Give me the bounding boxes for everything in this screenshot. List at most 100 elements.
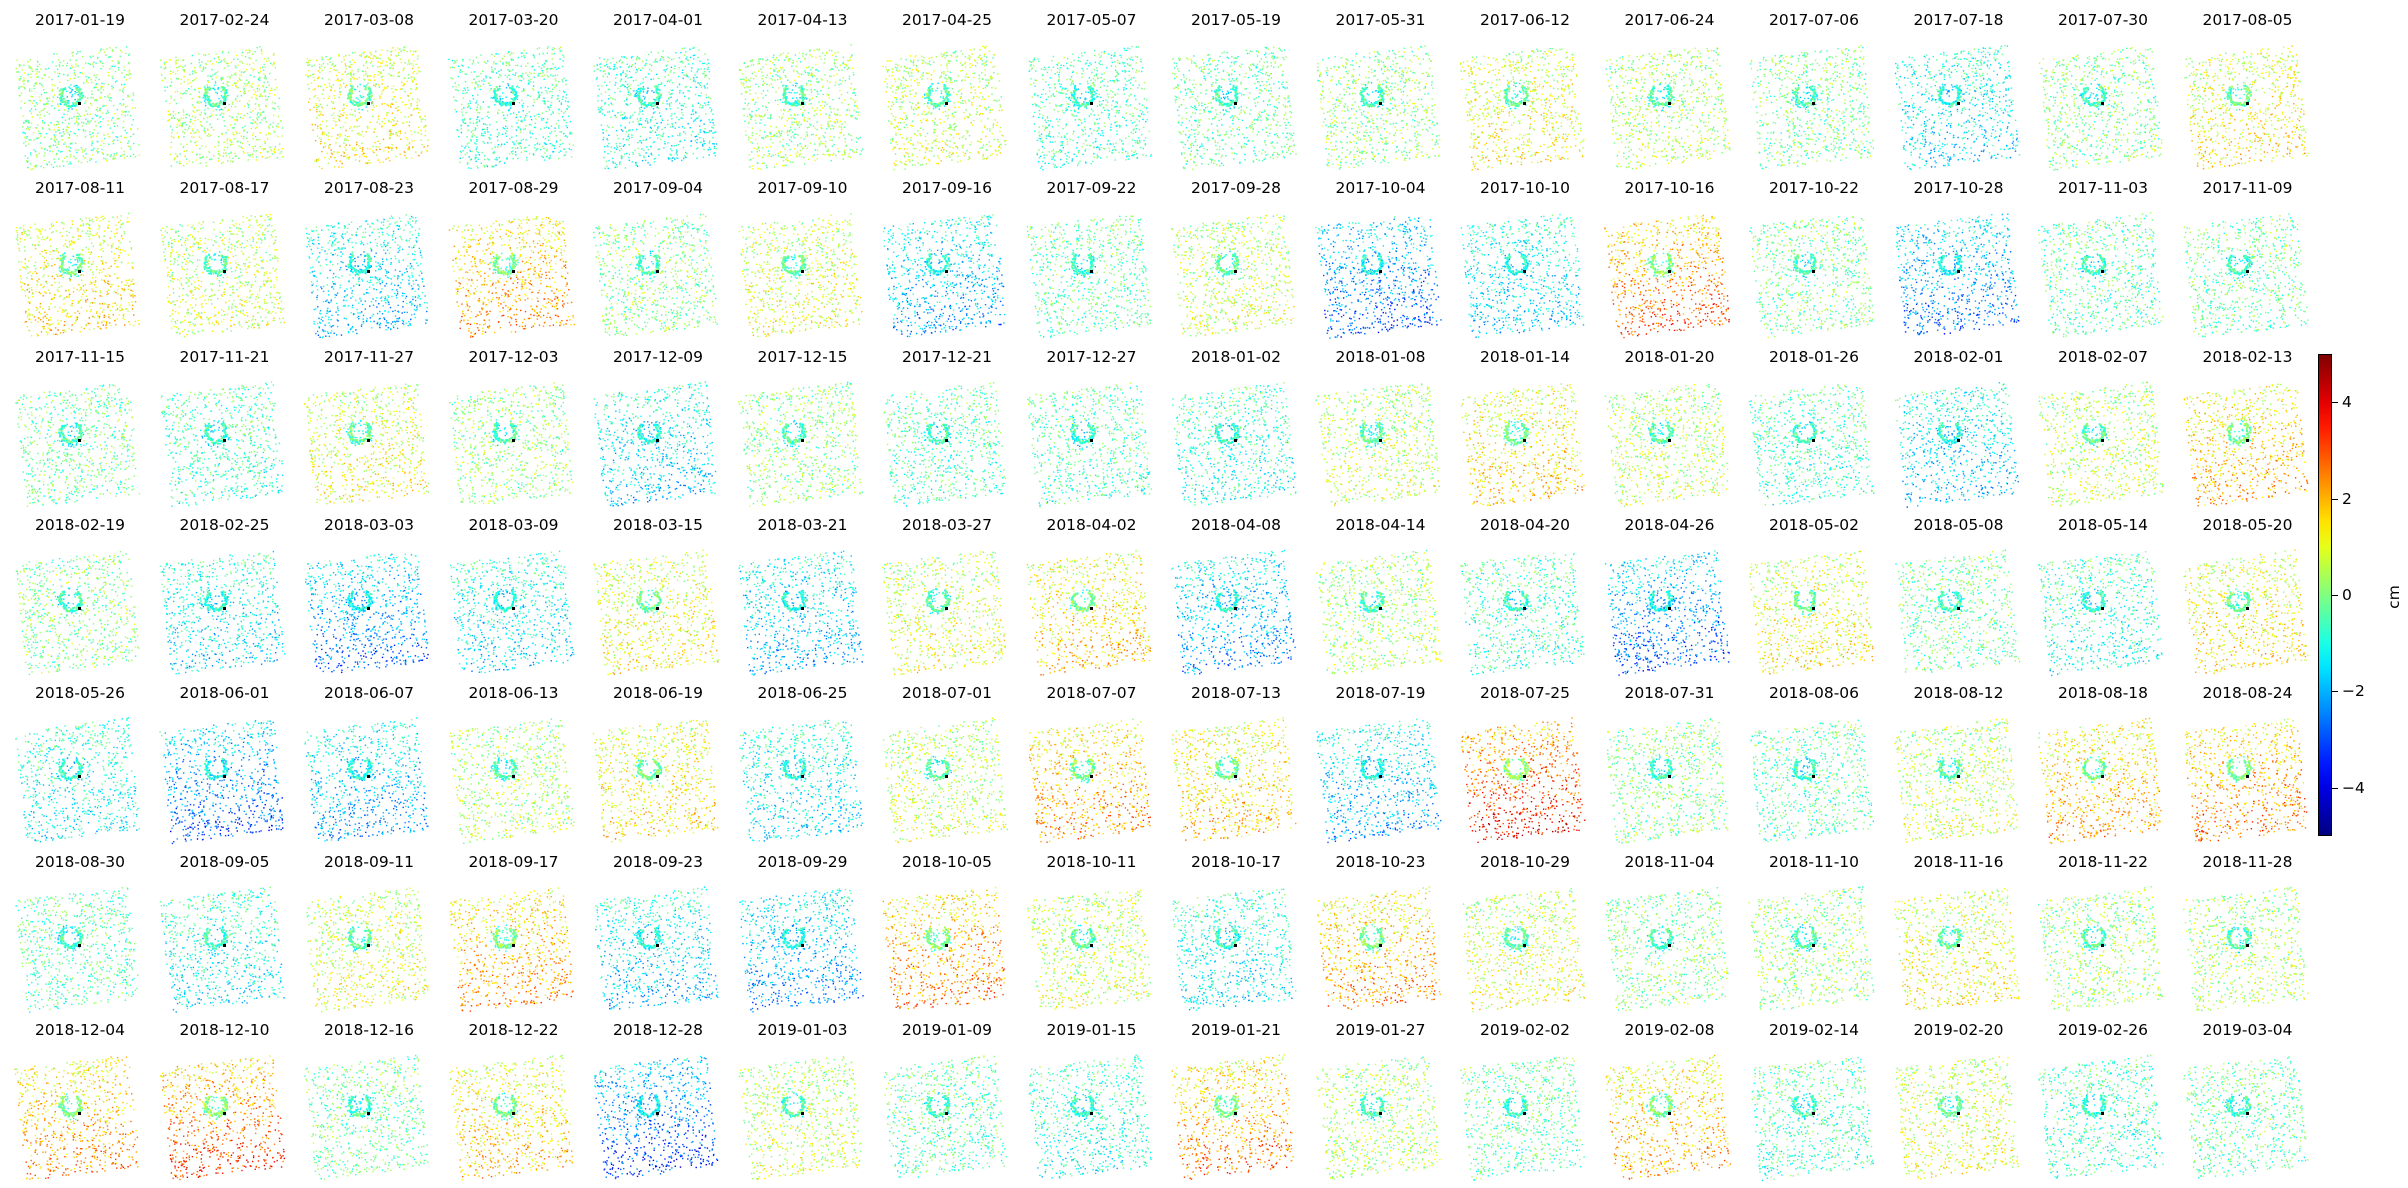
subplot-title: 2018-12-04 [8,1020,152,1040]
displacement-map [875,878,1019,1020]
displacement-map [1887,204,2031,346]
subplot-panel: 2018-08-12 [1887,683,2031,851]
subplot-panel: 2018-01-14 [1453,347,1597,515]
subplot-panel: 2018-05-20 [2176,515,2320,683]
reference-point-marker [801,439,804,442]
subplot-panel: 2018-07-19 [1309,683,1453,851]
reference-point-marker [801,775,804,778]
reference-point-marker [656,439,659,442]
displacement-map [2031,709,2175,851]
displacement-map [875,36,1019,178]
subplot-title: 2019-01-21 [1164,1020,1308,1040]
subplot-title: 2018-06-19 [586,683,730,703]
reference-point-marker [223,944,226,947]
reference-point-marker [1812,270,1815,273]
subplot-title: 2018-07-19 [1309,683,1453,703]
subplot-panel: 2017-11-21 [153,347,297,515]
reference-point-marker [512,1112,515,1115]
reference-point-marker [1812,102,1815,105]
reference-point-marker [1523,607,1526,610]
reference-point-marker [78,270,81,273]
displacement-map [297,36,441,178]
displacement-map [1453,1046,1597,1188]
reference-point-marker [2101,439,2104,442]
subplot-panel: 2017-03-08 [297,10,441,178]
subplot-panel: 2018-04-08 [1164,515,1308,683]
displacement-map [2176,709,2320,851]
reference-point-marker [2246,102,2249,105]
subplot-title: 2018-05-26 [8,683,152,703]
reference-point-marker [1957,775,1960,778]
reference-point-marker [223,270,226,273]
subplot-title: 2017-11-15 [8,347,152,367]
displacement-map [8,1046,152,1188]
subplot-panel: 2017-09-28 [1164,178,1308,346]
displacement-map [1309,1046,1453,1188]
subplot-panel: 2017-10-10 [1453,178,1597,346]
subplot-panel: 2018-01-02 [1164,347,1308,515]
subplot-panel: 2018-10-23 [1309,852,1453,1020]
displacement-map [1598,1046,1742,1188]
subplot-title: 2017-07-06 [1742,10,1886,30]
subplot-title: 2018-02-07 [2031,347,2175,367]
displacement-map [442,878,586,1020]
subplot-title: 2018-08-30 [8,852,152,872]
subplot-panel: 2018-11-16 [1887,852,2031,1020]
displacement-map [153,36,297,178]
reference-point-marker [1379,439,1382,442]
subplot-panel: 2019-03-04 [2176,1020,2320,1188]
subplot-title: 2018-12-16 [297,1020,441,1040]
displacement-map [1164,541,1308,683]
subplot-panel: 2018-06-25 [731,683,875,851]
subplot-title: 2018-05-20 [2176,515,2320,535]
subplot-panel: 2018-03-27 [875,515,1019,683]
reference-point-marker [2101,944,2104,947]
subplot-title: 2017-11-21 [153,347,297,367]
displacement-map [1164,878,1308,1020]
displacement-map [1453,541,1597,683]
reference-point-marker [945,270,948,273]
reference-point-marker [1523,102,1526,105]
subplot-panel: 2017-03-20 [442,10,586,178]
subplot-panel: 2018-05-14 [2031,515,2175,683]
subplot-panel: 2018-02-07 [2031,347,2175,515]
subplot-title: 2017-05-19 [1164,10,1308,30]
subplot-panel: 2018-09-17 [442,852,586,1020]
reference-point-marker [1090,102,1093,105]
displacement-map [1742,541,1886,683]
subplot-panel: 2017-10-04 [1309,178,1453,346]
subplot-title: 2017-10-10 [1453,178,1597,198]
subplot-panel: 2019-01-15 [1020,1020,1164,1188]
reference-point-marker [1234,270,1237,273]
subplot-panel: 2018-09-29 [731,852,875,1020]
displacement-map [1164,36,1308,178]
displacement-map [2176,373,2320,515]
subplot-panel: 2017-09-22 [1020,178,1164,346]
displacement-map [586,373,730,515]
subplot-panel: 2017-12-15 [731,347,875,515]
reference-point-marker [367,944,370,947]
subplot-title: 2018-08-06 [1742,683,1886,703]
reference-point-marker [1957,1112,1960,1115]
subplot-title: 2017-07-18 [1887,10,2031,30]
displacement-map [153,1046,297,1188]
displacement-map [1887,36,2031,178]
reference-point-marker [78,944,81,947]
displacement-map [731,541,875,683]
reference-point-marker [945,1112,948,1115]
subplot-panel: 2017-09-10 [731,178,875,346]
displacement-map [442,709,586,851]
subplot-panel: 2018-07-07 [1020,683,1164,851]
reference-point-marker [1234,102,1237,105]
subplot-panel: 2019-01-09 [875,1020,1019,1188]
subplot-title: 2018-03-09 [442,515,586,535]
subplot-panel: 2018-11-22 [2031,852,2175,1020]
reference-point-marker [1090,270,1093,273]
subplot-title: 2018-07-25 [1453,683,1597,703]
subplot-title: 2019-02-26 [2031,1020,2175,1040]
subplot-panel: 2019-01-21 [1164,1020,1308,1188]
subplot-title: 2018-09-11 [297,852,441,872]
reference-point-marker [78,439,81,442]
displacement-map [1742,1046,1886,1188]
subplot-title: 2018-01-14 [1453,347,1597,367]
